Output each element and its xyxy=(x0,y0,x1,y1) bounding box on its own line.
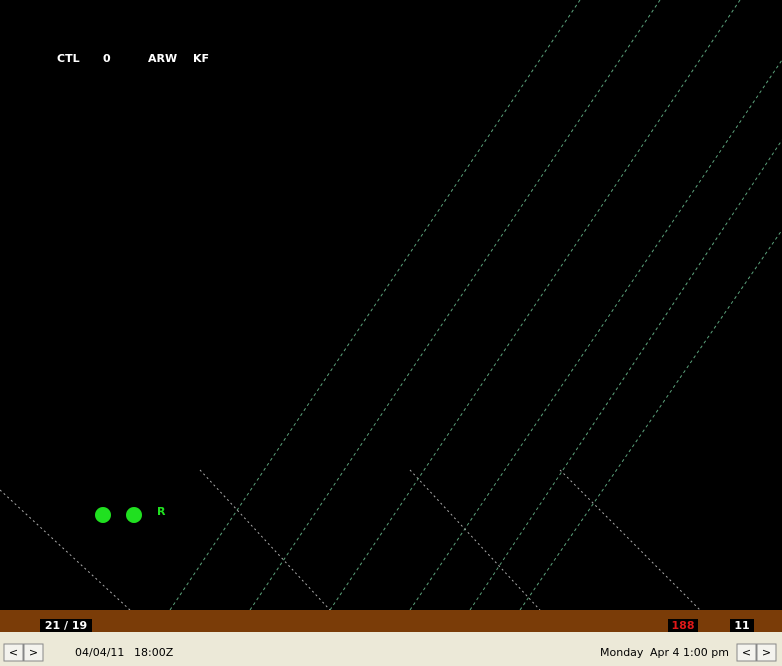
dry-adiabat xyxy=(409,469,541,611)
nav-button-label[interactable]: > xyxy=(762,646,771,659)
nav-button-label[interactable]: < xyxy=(9,646,18,659)
other-readout: 11 xyxy=(734,619,749,632)
header-label: CTL xyxy=(57,52,80,65)
nav-button[interactable] xyxy=(756,643,777,662)
mixing-line xyxy=(519,229,782,611)
value-readout: 188 xyxy=(672,619,695,632)
temp-dew-readout: 21 / 19 xyxy=(45,619,87,632)
nav-button[interactable] xyxy=(23,643,44,662)
mixing-line xyxy=(169,0,581,611)
readout-box xyxy=(730,619,754,633)
status-date: 04/04/11 xyxy=(75,646,124,659)
marker-label: R xyxy=(157,505,166,518)
readout-box xyxy=(40,619,92,633)
status-local-time: Apr 4 1:00 pm xyxy=(650,646,729,659)
status-bar xyxy=(0,632,782,666)
header-label: ARW xyxy=(148,52,177,65)
footer-bar xyxy=(0,610,782,632)
mixing-line xyxy=(469,139,782,611)
nav-button-label[interactable]: < xyxy=(742,646,751,659)
nav-button[interactable] xyxy=(3,643,24,662)
decorative-lines xyxy=(0,0,782,611)
status-day: Monday xyxy=(600,646,644,659)
surface-marker xyxy=(126,507,142,523)
status-time: 18:00Z xyxy=(134,646,174,659)
readout-box xyxy=(668,619,698,633)
mixing-line xyxy=(249,0,661,611)
nav-button[interactable] xyxy=(736,643,757,662)
surface-marker xyxy=(95,507,111,523)
header-label: KF xyxy=(193,52,209,65)
mixing-line xyxy=(409,59,782,611)
header-label: 0 xyxy=(103,52,111,65)
dry-adiabat xyxy=(199,469,331,611)
nav-button-label[interactable]: > xyxy=(29,646,38,659)
mixing-line xyxy=(329,0,741,611)
